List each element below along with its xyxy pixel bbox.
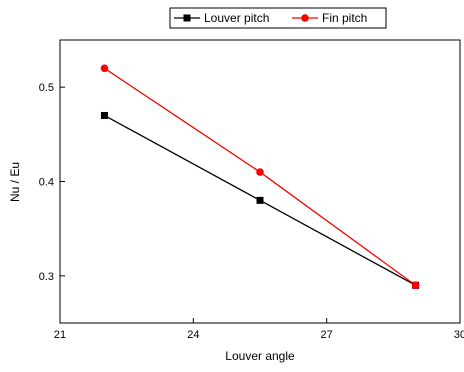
y-tick-label: 0.4 <box>39 177 54 189</box>
x-tick-label: 21 <box>54 329 66 341</box>
data-point-fin-pitch <box>411 281 420 290</box>
x-tick-label: 30 <box>454 329 464 341</box>
x-tick-label: 27 <box>321 329 333 341</box>
plot-frame <box>59 39 461 324</box>
x-tick-label: 24 <box>187 329 199 341</box>
legend-box <box>169 7 387 29</box>
data-point-louver-pitch <box>100 111 108 119</box>
data-point-louver-pitch <box>256 196 264 204</box>
legend-label-fin-pitch: Fin pitch <box>322 11 367 25</box>
legend-marker-louver-pitch <box>183 14 191 22</box>
legend-label-louver-pitch: Louver pitch <box>204 11 269 25</box>
y-axis-title: Nu / Eu <box>8 162 22 202</box>
series-line-fin-pitch <box>104 67 416 286</box>
x-axis-title: Louver angle <box>225 349 295 363</box>
y-tick-label: 0.3 <box>39 271 54 283</box>
data-point-fin-pitch <box>256 168 264 176</box>
data-point-fin-pitch <box>100 64 109 73</box>
legend-marker-fin-pitch <box>301 14 309 22</box>
y-tick-label: 0.5 <box>39 82 54 94</box>
legend: Louver pitch Fin pitch <box>169 7 387 29</box>
